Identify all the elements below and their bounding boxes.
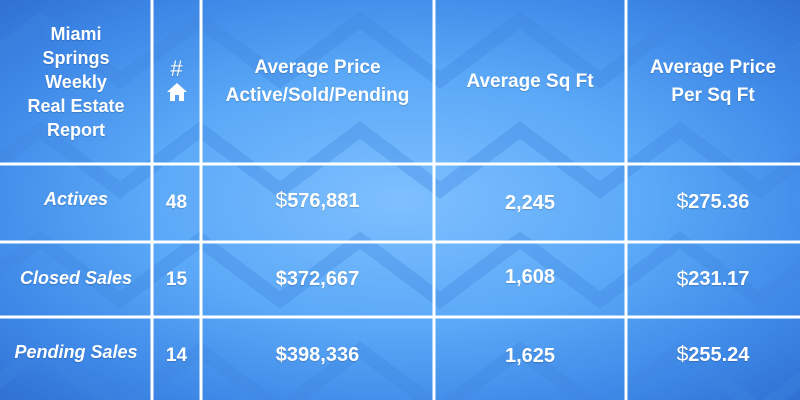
- avg-price-closed-sales: $372,667: [201, 242, 434, 317]
- currency-symbol: $: [275, 343, 287, 366]
- row-label-actives: Actives: [43, 188, 109, 209]
- avg-ppsf-pending-sales: $255.24: [626, 317, 800, 393]
- currency-symbol: $: [676, 190, 689, 213]
- avg-price-actives: $576,881: [201, 164, 434, 238]
- row-label-pending-sales: Pending Sales: [14, 341, 138, 362]
- home-icon: [166, 82, 188, 106]
- count-symbol: #: [170, 56, 183, 81]
- header-line: Average Price: [254, 57, 381, 78]
- row-label-closed-sales: Closed Sales: [19, 267, 133, 288]
- avg-ppsf-actives: $275.36: [626, 164, 800, 240]
- header-line: Per Sq Ft: [671, 85, 755, 106]
- header-line: Active/Sold/Pending: [225, 85, 410, 106]
- avg-ppsf-value: 275.36: [688, 190, 750, 213]
- avg-price-header: Average Price Active/Sold/Pending: [201, 0, 434, 164]
- avg-price-pending-sales: $398,336: [201, 317, 434, 393]
- title-line: Springs: [42, 48, 110, 68]
- currency-symbol: $: [275, 268, 287, 290]
- avg-sqft-closed-sales: 1,608: [504, 265, 556, 288]
- avg-price-value: 398,336: [286, 343, 360, 366]
- title-line: Miami: [50, 24, 102, 44]
- count-actives: 48: [165, 192, 188, 213]
- title-line: Weekly: [45, 72, 107, 92]
- avg-ppsf-header: Average Price Per Sq Ft: [626, 0, 800, 164]
- currency-symbol: $: [676, 343, 689, 366]
- count-header: #: [152, 0, 201, 164]
- currency-symbol: $: [676, 267, 689, 291]
- avg-sqft-actives: 2,245: [504, 191, 556, 214]
- avg-ppsf-value: 231.17: [688, 268, 750, 290]
- count-pending-sales: 14: [165, 345, 188, 366]
- title-line: Real Estate: [27, 96, 125, 116]
- report-title: Miami Springs Weekly Real Estate Report: [0, 0, 152, 164]
- currency-symbol: $: [275, 189, 288, 212]
- avg-price-value: 576,881: [287, 189, 360, 212]
- avg-ppsf-value: 255.24: [688, 343, 750, 366]
- title-line: Report: [47, 120, 105, 140]
- header-line: Average Sq Ft: [466, 71, 594, 92]
- avg-sqft-pending-sales: 1,625: [504, 344, 556, 367]
- avg-ppsf-closed-sales: $231.17: [626, 242, 800, 317]
- count-closed-sales: 15: [165, 268, 188, 290]
- header-line: Average Price: [649, 57, 777, 78]
- avg-price-value: 372,667: [286, 268, 360, 290]
- avg-sqft-header: Average Sq Ft: [434, 0, 626, 164]
